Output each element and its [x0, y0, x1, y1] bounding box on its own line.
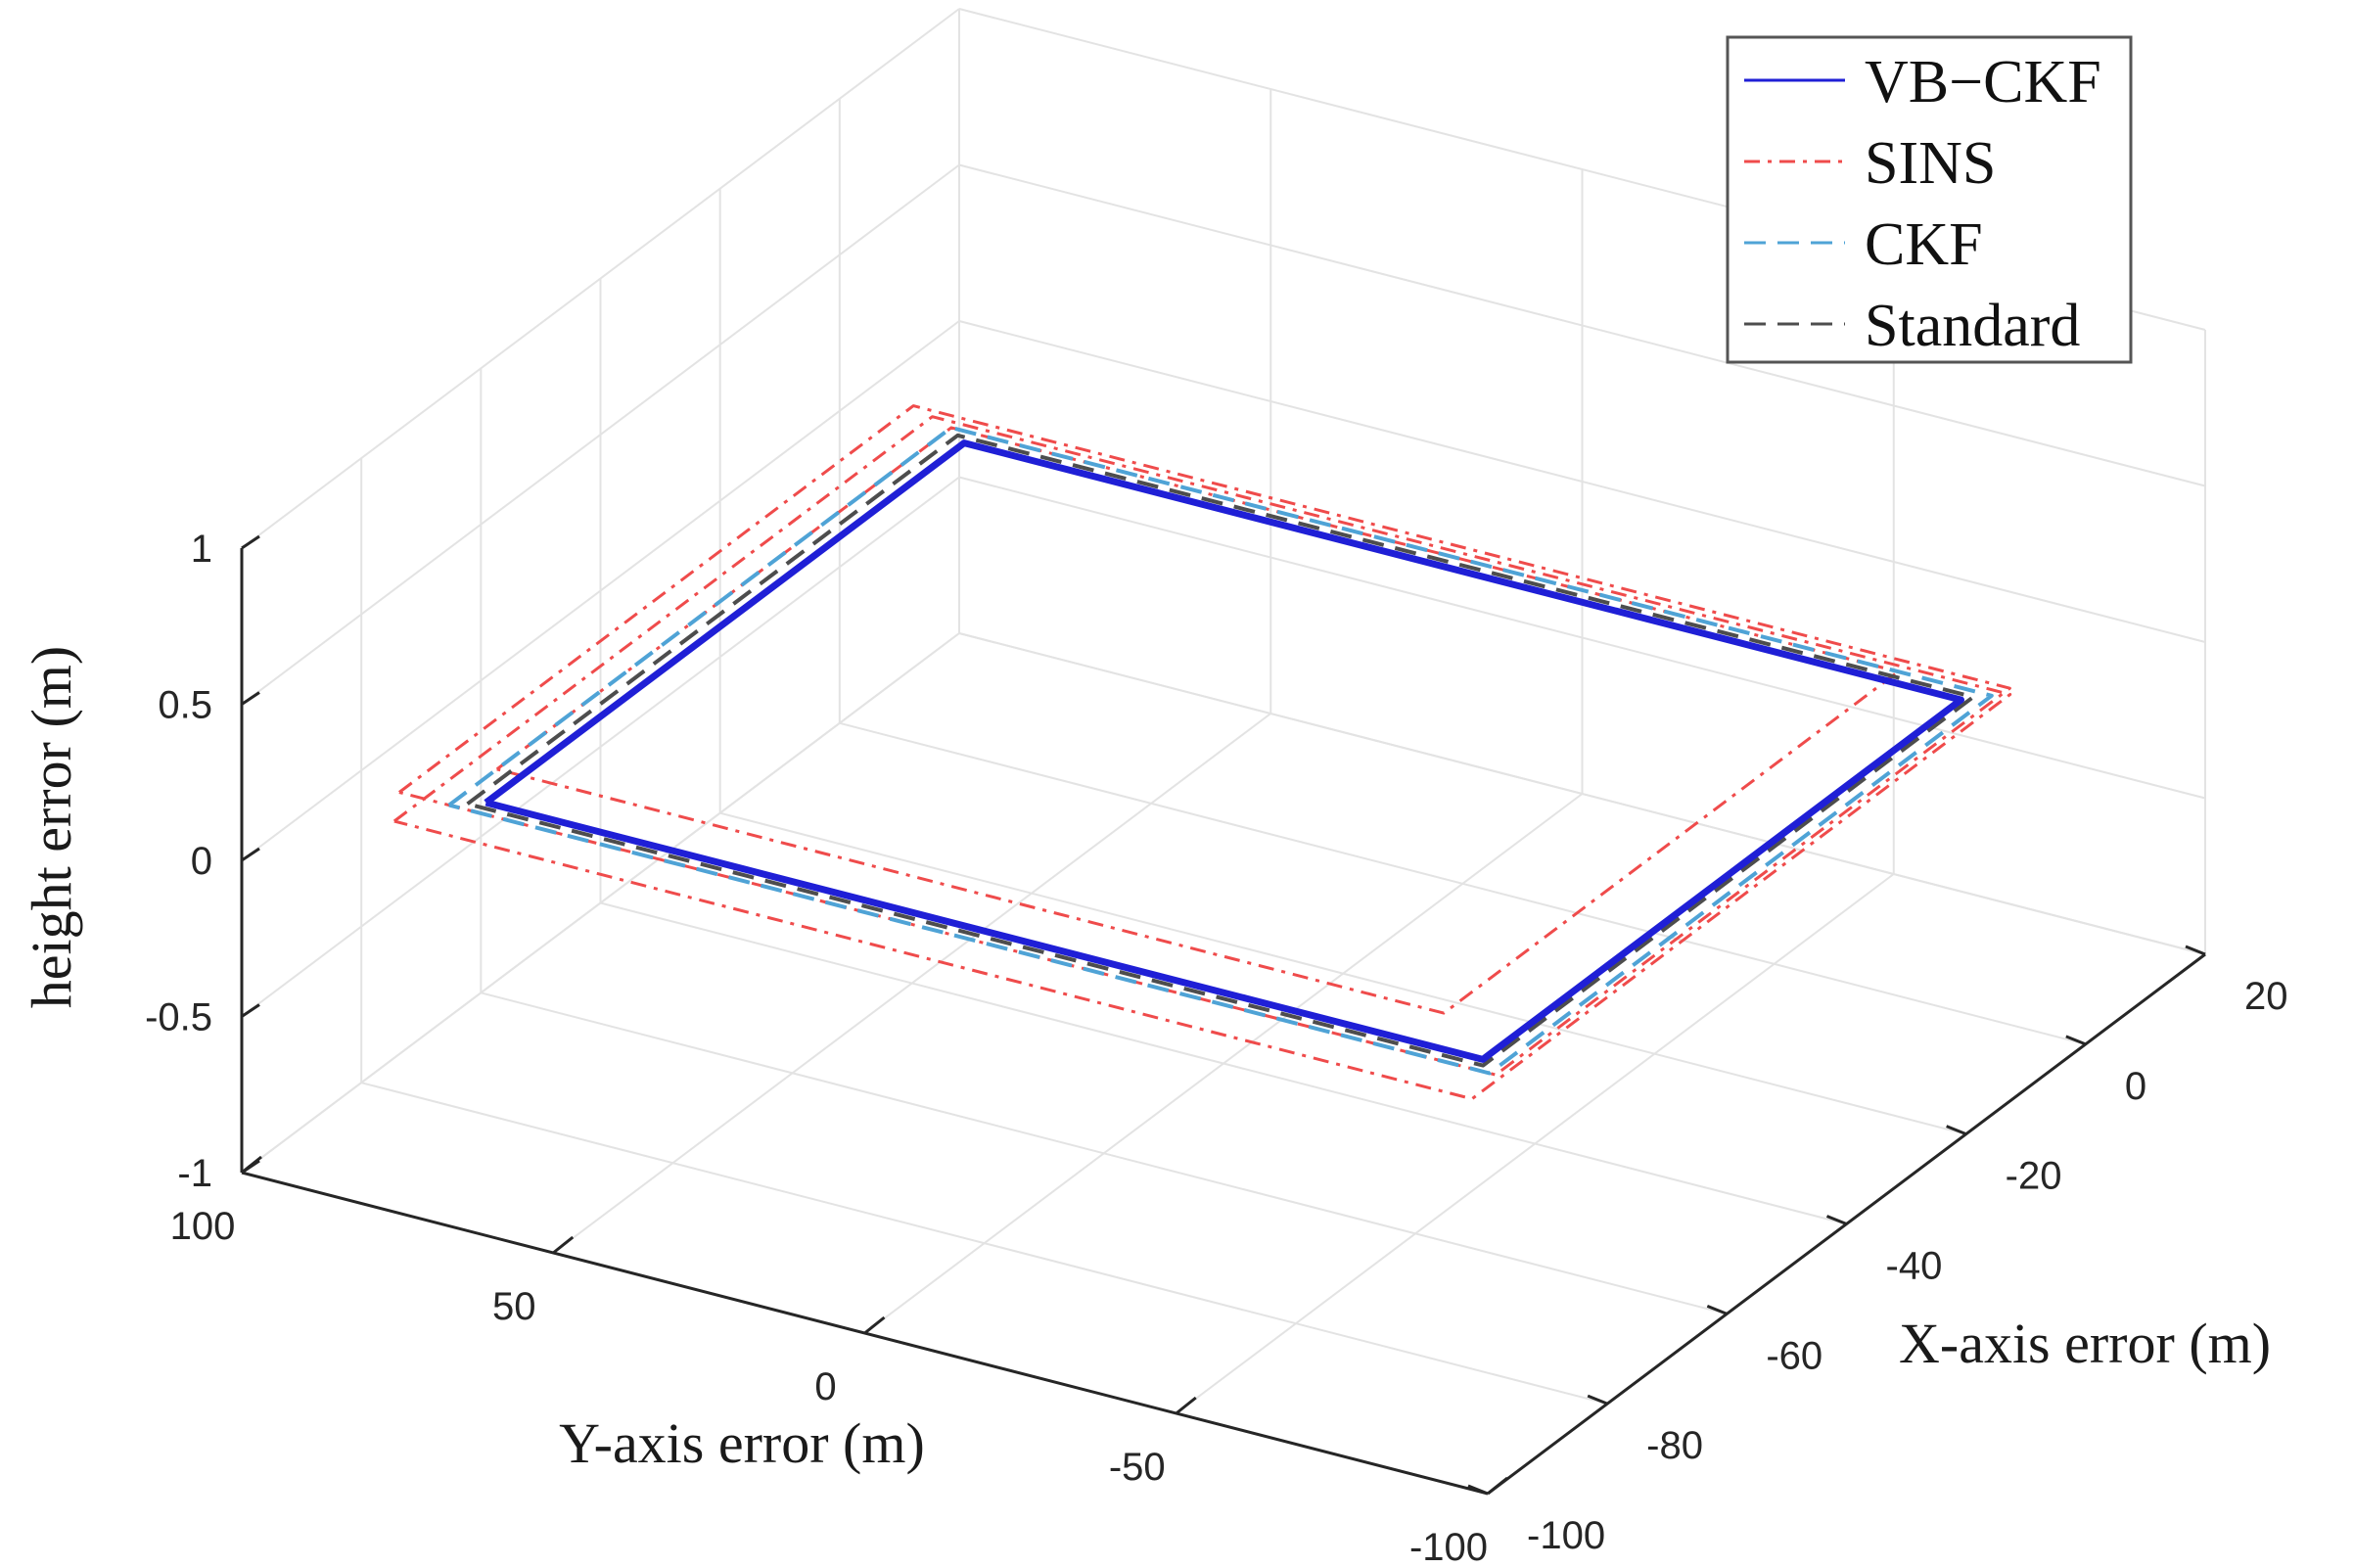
z-tick-mark: [241, 847, 260, 862]
x-tick-mark: [1825, 1215, 1848, 1225]
grid: [241, 8, 2206, 1495]
left-wall-grid-line: [241, 163, 960, 706]
back-wall-grid-line: [958, 476, 2206, 800]
z-axis-title: height error (m): [20, 646, 83, 1008]
legend-box: [1726, 35, 2133, 364]
legend: VB−CKF SINS CKF Standard: [1726, 35, 2133, 364]
y-tick-mark: [241, 1155, 262, 1175]
floor-grid-line: [1176, 873, 1895, 1414]
back-wall-grid-line: [958, 163, 2206, 487]
series-line-standard: [466, 433, 1975, 1068]
left-wall-grid-line: [241, 320, 960, 861]
legend-label: VB−CKF: [1865, 49, 2101, 115]
legend-label: SINS: [1865, 130, 1996, 197]
y-tick-label: 100: [170, 1205, 236, 1248]
y-tick-mark: [1175, 1396, 1197, 1415]
y-tick-mark: [863, 1315, 886, 1335]
y-axis-title: Y-axis error (m): [559, 1411, 925, 1475]
x-tick-label: -80: [1646, 1424, 1703, 1467]
x-axis-title: X-axis error (m): [1899, 1312, 2271, 1375]
legend-label: CKF: [1865, 211, 1983, 278]
x-tick-mark: [2185, 945, 2206, 956]
x-tick-mark: [1467, 1484, 1489, 1496]
y-tick-label: -100: [1409, 1526, 1488, 1568]
x-tick-label: -40: [1886, 1245, 1943, 1288]
x-tick-label: -20: [2006, 1155, 2062, 1198]
z-tick-label: 1: [191, 528, 212, 571]
z-tick-mark: [241, 691, 260, 706]
z-tick-label: -1: [177, 1152, 212, 1195]
z-tick-mark: [241, 1003, 260, 1018]
z-tick-label: 0.5: [158, 684, 212, 727]
left-wall-grid-line: [241, 8, 960, 549]
y-tick-label: 0: [814, 1365, 836, 1408]
left-wall-grid-line: [241, 476, 960, 1018]
z-tick-label: 0: [191, 840, 212, 883]
x-tick-label: -100: [1527, 1514, 1605, 1557]
back-wall-grid-line: [958, 632, 2206, 955]
axes: [240, 534, 2206, 1496]
series-line-sins: [392, 415, 2012, 1101]
series-line-vbckf: [484, 439, 1964, 1063]
y-tick-mark: [1487, 1476, 1508, 1496]
y-tick-mark: [552, 1235, 575, 1255]
x-tick-mark: [2065, 1035, 2087, 1046]
back-wall-grid-line: [958, 320, 2206, 643]
z-tick-mark: [241, 534, 260, 550]
y-tick-label: 50: [492, 1285, 536, 1328]
x-tick-label: 20: [2244, 975, 2288, 1018]
x-tick-mark: [1946, 1125, 1967, 1136]
legend-label: Standard: [1865, 293, 2080, 359]
x-tick-label: 0: [2125, 1065, 2146, 1108]
series-line-ckf: [447, 425, 1994, 1076]
tick-labels: 1 0.5 0 -0.5 -1 100 50 0 -50 -100 -100 -80 -60 -40 -20…: [145, 528, 2287, 1568]
floor-grid-line: [552, 713, 1271, 1254]
floor-grid-line: [863, 793, 1584, 1334]
x-tick-mark: [1706, 1304, 1728, 1315]
data-series: [392, 404, 2012, 1101]
x-tick-mark: [1587, 1394, 1608, 1406]
left-wall-grid-line: [241, 632, 960, 1174]
y-tick-label: -50: [1109, 1446, 1166, 1489]
x-tick-label: -60: [1766, 1334, 1822, 1377]
z-tick-label: -0.5: [145, 996, 212, 1039]
